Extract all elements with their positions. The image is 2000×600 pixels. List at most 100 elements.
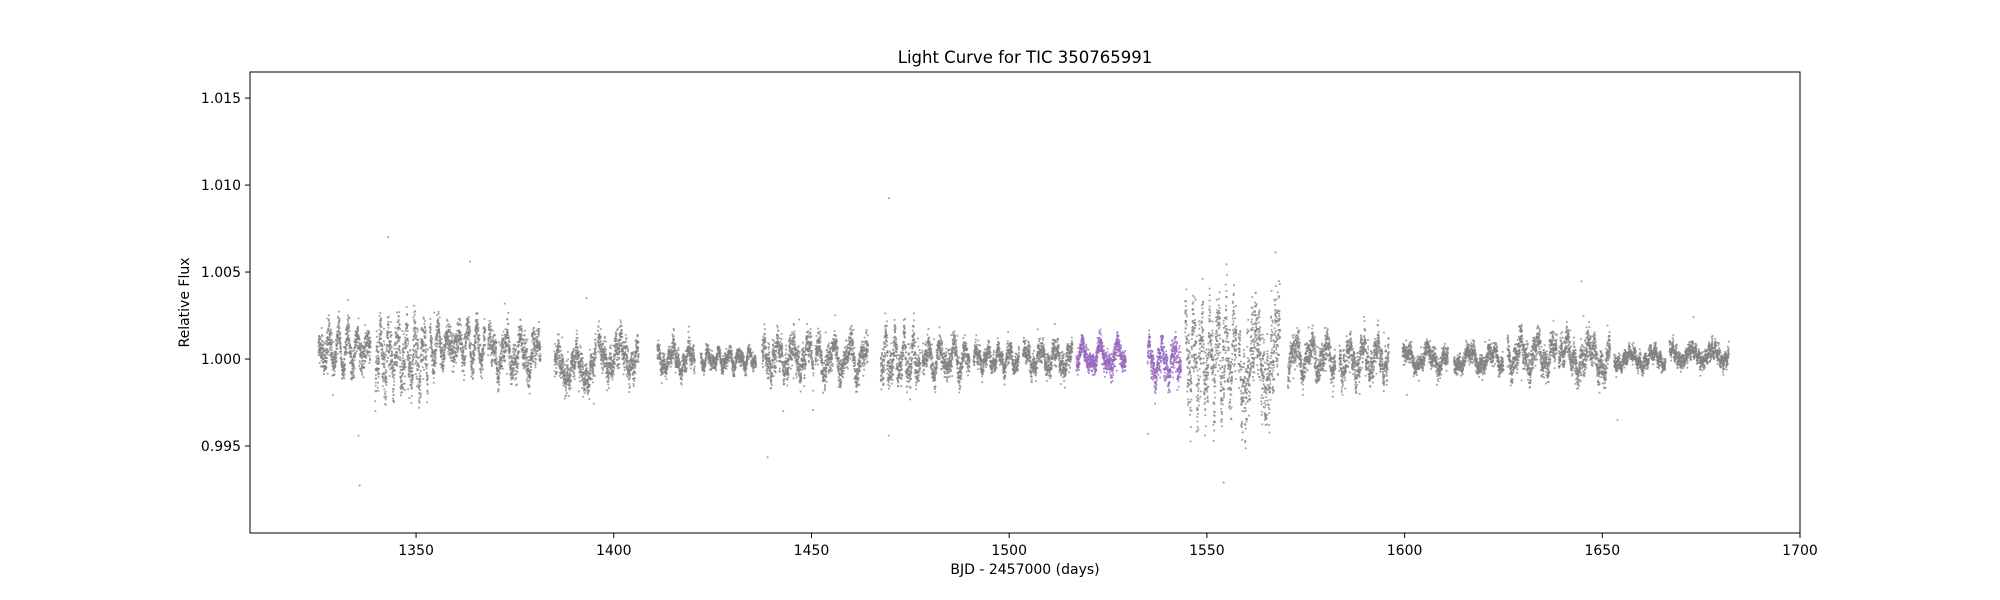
data-point [515, 366, 518, 368]
data-point [381, 347, 384, 350]
data-point [320, 343, 323, 345]
data-point [414, 333, 417, 336]
data-point [508, 356, 511, 359]
data-point [558, 342, 560, 344]
data-point [389, 347, 392, 350]
data-point [394, 327, 397, 329]
data-point [509, 372, 512, 375]
data-point [512, 356, 515, 359]
data-point [331, 342, 333, 345]
data-point [474, 330, 477, 332]
data-point [666, 368, 669, 371]
data-point [533, 326, 535, 329]
data-point [407, 324, 409, 327]
data-point [383, 343, 386, 346]
data-point [619, 319, 622, 322]
data-point [560, 353, 563, 356]
data-point [660, 374, 662, 377]
data-point [580, 358, 583, 361]
data-point [382, 373, 384, 375]
data-point [368, 332, 371, 335]
data-point [661, 373, 664, 375]
data-point [515, 370, 518, 372]
data-point [375, 369, 377, 372]
data-point [618, 340, 620, 343]
data-point [338, 330, 340, 333]
data-point [489, 344, 492, 347]
data-point [607, 383, 610, 386]
data-point [504, 338, 507, 340]
data-point [709, 348, 711, 351]
data-point [335, 351, 338, 354]
data-point [407, 359, 410, 362]
data-point [396, 348, 399, 350]
data-point [572, 361, 575, 363]
data-point [611, 376, 614, 379]
data-point [382, 340, 385, 343]
data-point [453, 339, 456, 341]
data-point [514, 363, 517, 366]
data-point [431, 364, 433, 366]
data-point [354, 347, 356, 350]
data-point [359, 346, 361, 349]
data-point [530, 366, 533, 368]
data-point [472, 359, 475, 362]
data-point [413, 319, 415, 321]
data-point [674, 347, 676, 350]
data-point [391, 355, 393, 357]
data-point [459, 322, 461, 325]
data-point [353, 338, 356, 341]
data-point [342, 371, 345, 374]
data-point [611, 378, 614, 381]
data-point [327, 336, 329, 339]
data-point [533, 339, 536, 341]
data-point [437, 329, 439, 332]
data-point [507, 345, 510, 347]
data-point [432, 364, 435, 367]
data-point [415, 351, 418, 353]
data-point [472, 361, 475, 364]
data-point [383, 395, 386, 398]
data-point [456, 354, 458, 356]
data-point [347, 351, 350, 354]
data-point [592, 381, 594, 384]
data-point [351, 365, 354, 368]
data-point [525, 378, 528, 381]
data-point [384, 391, 387, 393]
data-point [342, 366, 345, 369]
data-point [497, 389, 500, 392]
data-point [502, 337, 505, 339]
data-point [502, 357, 505, 359]
data-point [562, 371, 564, 374]
data-point [680, 383, 683, 386]
data-point [474, 342, 477, 344]
data-point [538, 346, 541, 349]
data-point [514, 384, 517, 387]
data-point [322, 341, 325, 344]
data-point [516, 363, 519, 366]
data-point [501, 359, 503, 362]
data-point [589, 373, 592, 376]
data-point [487, 347, 489, 350]
data-point [523, 356, 526, 359]
data-point [487, 346, 490, 349]
data-point [401, 386, 403, 389]
data-point [511, 369, 514, 372]
data-point [415, 377, 418, 380]
data-point [606, 357, 609, 360]
data-point [378, 335, 381, 337]
data-point [456, 351, 459, 354]
data-point [477, 340, 480, 342]
data-point [406, 330, 409, 332]
data-point [436, 333, 439, 336]
data-point [350, 378, 353, 381]
data-point [356, 341, 359, 343]
data-point [530, 362, 533, 365]
data-point [538, 340, 541, 343]
data-point [560, 349, 562, 352]
data-point [434, 351, 437, 354]
data-point [357, 328, 360, 331]
data-point [497, 375, 500, 378]
data-point [530, 359, 532, 362]
data-point [420, 361, 423, 363]
